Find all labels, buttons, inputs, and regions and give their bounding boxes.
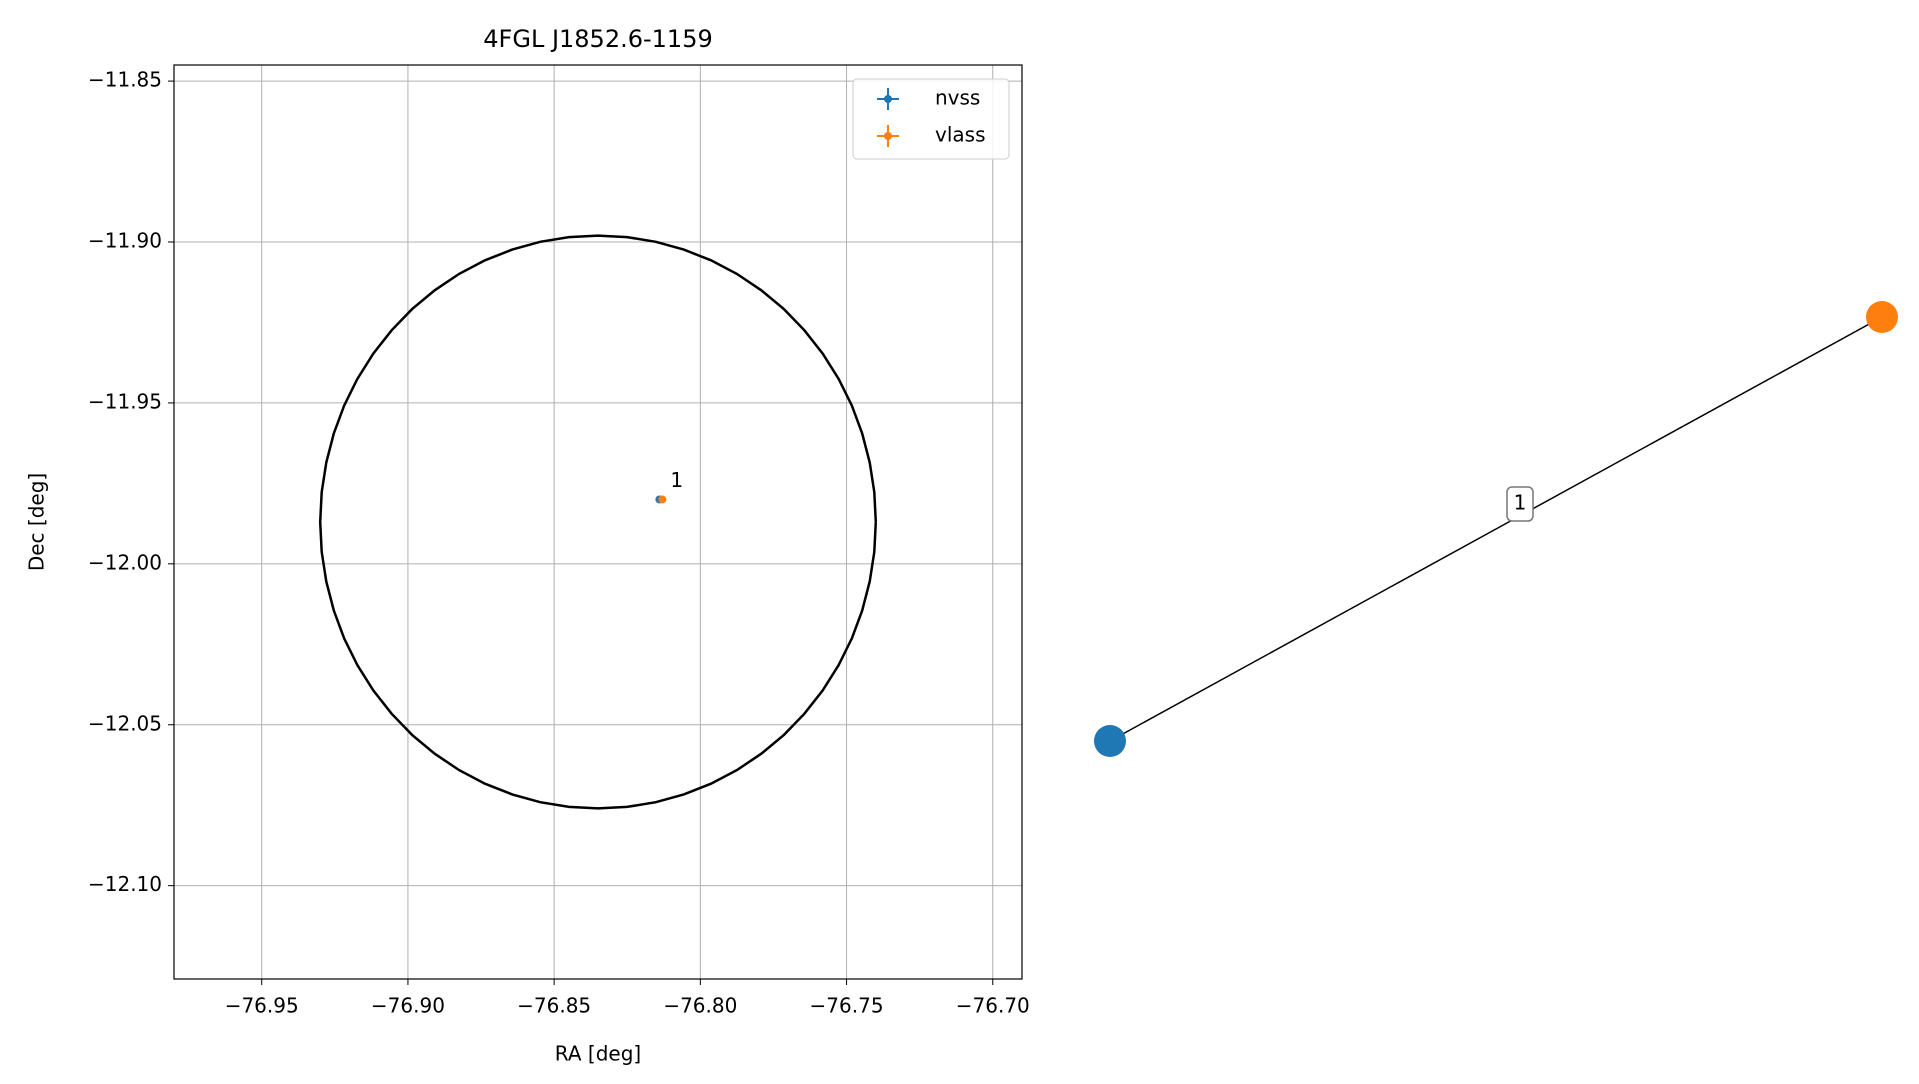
y-tick-label: −11.95 — [88, 389, 162, 413]
x-axis-label: RA [deg] — [555, 1042, 641, 1066]
chart-title: 4FGL J1852.6-1159 — [483, 25, 712, 53]
x-tick-label: −76.90 — [371, 994, 445, 1018]
legend-marker — [884, 132, 892, 140]
y-axis-label: Dec [deg] — [25, 473, 49, 571]
y-tick-label: −12.10 — [88, 872, 162, 896]
x-tick-label: −76.95 — [225, 994, 299, 1018]
x-tick-label: −76.80 — [663, 994, 737, 1018]
plot-frame — [173, 64, 1023, 980]
legend-marker — [884, 95, 892, 103]
point-annotation: 1 — [670, 468, 683, 492]
x-tick-label: −76.75 — [810, 994, 884, 1018]
edge-label-box — [1506, 486, 1534, 522]
legend-label: nvss — [935, 86, 980, 110]
legend-box — [852, 78, 1010, 160]
edge-label: 1 — [1514, 491, 1527, 515]
x-tick-label: −76.70 — [956, 994, 1030, 1018]
x-tick-label: −76.85 — [517, 994, 591, 1018]
node — [1866, 301, 1898, 333]
y-tick-label: −11.90 — [88, 229, 162, 253]
y-tick-label: −12.00 — [88, 550, 162, 574]
y-tick-label: −12.05 — [88, 711, 162, 735]
node — [1094, 725, 1126, 757]
error-ellipse — [318, 234, 878, 810]
y-tick-label: −11.85 — [88, 68, 162, 92]
data-point — [658, 495, 667, 504]
legend-label: vlass — [935, 123, 986, 147]
edge — [1109, 316, 1883, 742]
